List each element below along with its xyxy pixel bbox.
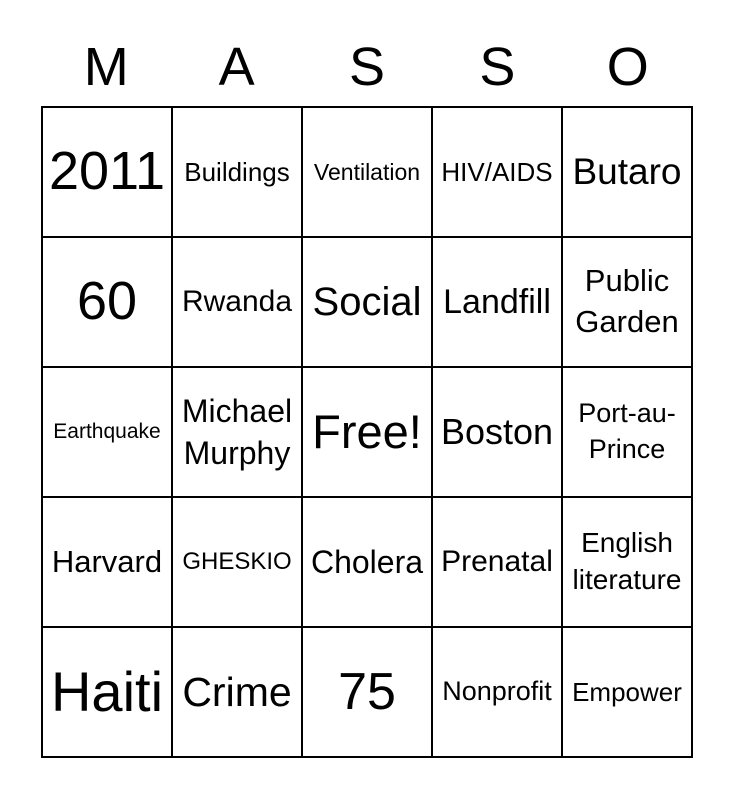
bingo-card: M A S S O 2011 Buildings Ventilation HIV… (41, 0, 693, 758)
bingo-title: M A S S O (41, 0, 693, 106)
bingo-cell-r1c5[interactable]: Butaro (563, 108, 691, 236)
bingo-cell-free[interactable]: Free! (303, 368, 431, 496)
title-letter-o: O (606, 37, 649, 97)
bingo-cell-r5c2[interactable]: Crime (173, 628, 301, 756)
bingo-cell-r2c5[interactable]: Public Garden (563, 238, 691, 366)
title-letter-a: A (218, 37, 255, 97)
bingo-cell-r4c5[interactable]: English literature (563, 498, 691, 626)
bingo-cell-r2c2[interactable]: Rwanda (173, 238, 301, 366)
bingo-cell-r1c3[interactable]: Ventilation (303, 108, 431, 236)
bingo-cell-r4c2[interactable]: GHESKIO (173, 498, 301, 626)
bingo-cell-r3c5[interactable]: Port-au-Prince (563, 368, 691, 496)
bingo-cell-r3c1[interactable]: Earthquake (43, 368, 171, 496)
bingo-cell-r2c1[interactable]: 60 (43, 238, 171, 366)
bingo-cell-r4c1[interactable]: Harvard (43, 498, 171, 626)
bingo-cell-r5c3[interactable]: 75 (303, 628, 431, 756)
title-letter-s2: S (479, 37, 516, 97)
bingo-cell-r4c4[interactable]: Prenatal (433, 498, 561, 626)
bingo-cell-r1c1[interactable]: 2011 (43, 108, 171, 236)
bingo-cell-r1c2[interactable]: Buildings (173, 108, 301, 236)
bingo-cell-r3c2[interactable]: Michael Murphy (173, 368, 301, 496)
bingo-grid: 2011 Buildings Ventilation HIV/AIDS Buta… (41, 106, 693, 758)
bingo-cell-r3c4[interactable]: Boston (433, 368, 561, 496)
title-letter-s1: S (348, 37, 385, 97)
bingo-cell-r5c4[interactable]: Nonprofit (433, 628, 561, 756)
bingo-cell-r4c3[interactable]: Cholera (303, 498, 431, 626)
bingo-cell-r5c1[interactable]: Haiti (43, 628, 171, 756)
title-letter-m: M (83, 37, 129, 97)
bingo-cell-r2c3[interactable]: Social (303, 238, 431, 366)
bingo-cell-r1c4[interactable]: HIV/AIDS (433, 108, 561, 236)
bingo-cell-r5c5[interactable]: Empower (563, 628, 691, 756)
bingo-cell-r2c4[interactable]: Landfill (433, 238, 561, 366)
